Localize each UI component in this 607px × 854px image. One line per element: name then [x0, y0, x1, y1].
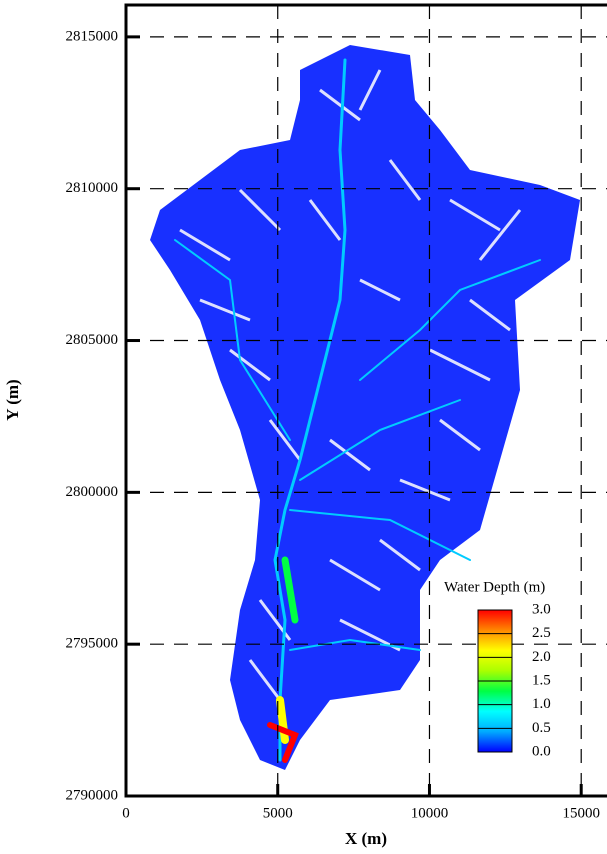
y-axis-title: Y (m) — [3, 379, 22, 420]
x-tick-label: 10000 — [411, 805, 449, 821]
colorbar-tick-label: 1.5 — [532, 672, 551, 688]
x-tick-label: 5000 — [263, 805, 293, 821]
y-tick-label: 2815000 — [66, 28, 119, 44]
basin-map — [150, 45, 580, 770]
y-tick-label: 2800000 — [66, 484, 119, 500]
colorbar-tick-label: 2.5 — [532, 625, 551, 641]
colorbar-tick-label: 3.0 — [532, 601, 551, 617]
y-tick-label: 2790000 — [66, 787, 119, 803]
colorbar-tick-label: 0.5 — [532, 720, 551, 736]
x-tick-label: 15000 — [562, 805, 600, 821]
colorbar-tick-label: 1.0 — [532, 696, 551, 712]
basin-area — [150, 45, 580, 770]
colorbar-tick-label: 0.0 — [532, 743, 551, 759]
x-axis-title: X (m) — [345, 829, 387, 848]
x-tick-label: 0 — [122, 805, 130, 821]
y-tick-label: 2810000 — [66, 180, 119, 196]
colorbar-tick-label: 2.0 — [532, 649, 551, 665]
y-tick-label: 2795000 — [66, 636, 119, 652]
colorbar-title: Water Depth (m) — [444, 579, 545, 595]
y-tick-label: 2805000 — [66, 332, 119, 348]
basin-texture — [179, 69, 522, 701]
